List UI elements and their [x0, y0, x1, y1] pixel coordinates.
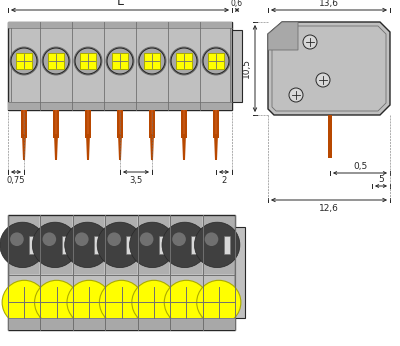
- Bar: [328, 115, 332, 158]
- Text: 0,6: 0,6: [231, 0, 243, 8]
- Circle shape: [172, 233, 186, 246]
- Bar: [87, 110, 89, 136]
- Circle shape: [194, 222, 240, 267]
- Bar: [232, 30, 242, 102]
- Bar: [42, 216, 72, 274]
- Circle shape: [100, 280, 144, 325]
- Bar: [224, 236, 230, 254]
- Bar: [151, 110, 153, 136]
- Circle shape: [140, 233, 154, 246]
- Bar: [29, 236, 36, 254]
- Bar: [149, 110, 155, 138]
- Polygon shape: [150, 134, 154, 160]
- Bar: [8, 215, 235, 330]
- Bar: [171, 216, 202, 274]
- Polygon shape: [22, 134, 26, 160]
- Bar: [106, 216, 137, 274]
- Bar: [10, 25, 230, 108]
- Circle shape: [197, 280, 241, 325]
- Text: 2: 2: [221, 176, 227, 185]
- Circle shape: [205, 233, 218, 246]
- Bar: [8, 318, 235, 330]
- Bar: [126, 236, 133, 254]
- Polygon shape: [214, 134, 218, 160]
- Circle shape: [170, 47, 198, 75]
- Bar: [94, 236, 100, 254]
- Bar: [8, 22, 232, 28]
- Text: 10,5: 10,5: [242, 58, 251, 79]
- Bar: [183, 110, 185, 136]
- Bar: [176, 53, 192, 69]
- Bar: [112, 53, 128, 69]
- Bar: [159, 236, 165, 254]
- Bar: [85, 110, 91, 138]
- Bar: [139, 216, 169, 274]
- Circle shape: [138, 47, 166, 75]
- Bar: [48, 53, 64, 69]
- Circle shape: [132, 280, 176, 325]
- Text: 0,75: 0,75: [7, 176, 25, 185]
- Bar: [181, 110, 187, 138]
- Bar: [117, 110, 123, 138]
- Bar: [204, 216, 234, 274]
- Circle shape: [10, 233, 24, 246]
- Text: 5: 5: [378, 175, 384, 184]
- Text: 13,6: 13,6: [319, 0, 339, 8]
- Polygon shape: [328, 145, 332, 158]
- Polygon shape: [268, 22, 298, 50]
- Polygon shape: [54, 134, 58, 160]
- Circle shape: [106, 47, 134, 75]
- Circle shape: [32, 222, 78, 267]
- Bar: [213, 110, 219, 138]
- Circle shape: [42, 233, 56, 246]
- Bar: [191, 236, 198, 254]
- Circle shape: [202, 47, 230, 75]
- Text: L: L: [116, 0, 124, 8]
- Circle shape: [162, 222, 208, 267]
- Circle shape: [74, 47, 102, 75]
- Polygon shape: [118, 134, 122, 160]
- Polygon shape: [182, 134, 186, 160]
- Bar: [16, 53, 32, 69]
- Bar: [144, 53, 160, 69]
- Circle shape: [67, 280, 111, 325]
- Circle shape: [65, 222, 110, 267]
- Circle shape: [2, 280, 46, 325]
- Circle shape: [130, 222, 175, 267]
- Circle shape: [289, 88, 303, 102]
- Bar: [119, 110, 121, 136]
- Circle shape: [34, 280, 79, 325]
- Bar: [208, 53, 224, 69]
- Bar: [235, 227, 245, 318]
- Text: 3,5: 3,5: [129, 176, 143, 185]
- Circle shape: [0, 222, 45, 267]
- Circle shape: [10, 47, 38, 75]
- Bar: [53, 110, 59, 138]
- Circle shape: [75, 233, 88, 246]
- Bar: [62, 236, 68, 254]
- Circle shape: [303, 35, 317, 49]
- Circle shape: [316, 73, 330, 87]
- Text: 0,5: 0,5: [353, 162, 367, 171]
- Text: 12,6: 12,6: [319, 204, 339, 213]
- Bar: [80, 53, 96, 69]
- Bar: [215, 110, 217, 136]
- Bar: [55, 110, 57, 136]
- Bar: [8, 22, 232, 110]
- Circle shape: [42, 47, 70, 75]
- Bar: [23, 110, 25, 136]
- Bar: [8, 102, 232, 110]
- Circle shape: [97, 222, 143, 267]
- Circle shape: [107, 233, 121, 246]
- Bar: [21, 110, 27, 138]
- Bar: [9, 216, 40, 274]
- Circle shape: [164, 280, 208, 325]
- Polygon shape: [86, 134, 90, 160]
- Bar: [74, 216, 104, 274]
- Polygon shape: [268, 22, 390, 115]
